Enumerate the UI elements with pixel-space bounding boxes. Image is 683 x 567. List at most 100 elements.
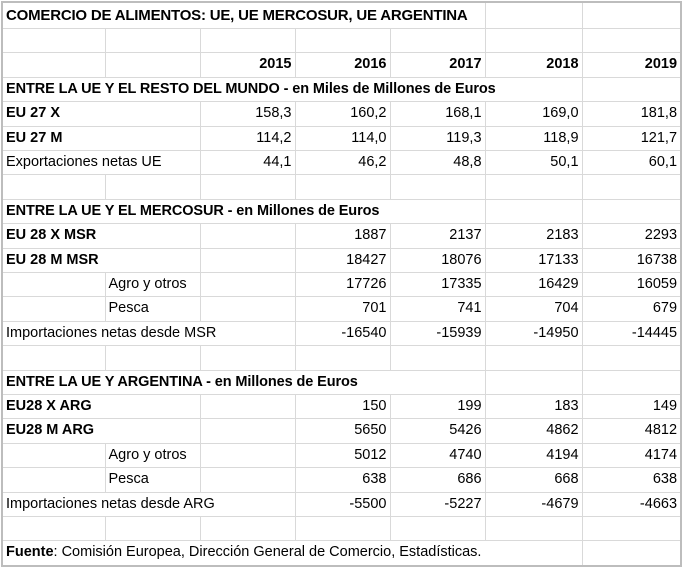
blank-cell <box>1 467 106 493</box>
table-row: EU 27 M 114,2 114,0 119,3 118,9 121,7 <box>1 125 682 152</box>
table-row: Importaciones netas desde ARG -5500 -5227-… <box>1 491 682 518</box>
value-cell: -16540 <box>294 320 391 347</box>
value-cell: 5012 <box>294 442 391 469</box>
blank-cell <box>199 174 296 200</box>
value-cell: 638 <box>294 467 391 493</box>
value-cell: 4194 <box>484 442 583 469</box>
source-text: : Comisión Europea, Dirección General de… <box>53 544 482 561</box>
year-header: 2018 <box>484 52 583 78</box>
blank-cell <box>294 174 391 200</box>
section-header: ENTRE LA UE Y ARGENTINA - en Millones de… <box>1 369 486 396</box>
blank-cell <box>104 52 201 78</box>
table-row: ENTRE LA UE Y ARGENTINA - en Millones de… <box>1 369 682 396</box>
blank-cell <box>104 516 201 542</box>
value-cell: 169,0 <box>484 101 583 127</box>
table-row: Pesca 638 686 668 638 <box>1 467 682 493</box>
value-cell: 741 <box>389 296 486 322</box>
table-row: Exportaciones netas UE 44,1 46,2 48,8 50,1 60… <box>1 150 682 176</box>
table-row: EU 28 M MSR 18427 18076 17133 16738 <box>1 247 682 274</box>
table-row <box>1 516 682 542</box>
page-title: COMERCIO DE ALIMENTOS: UE, UE MERCOSUR, … <box>1 1 486 29</box>
value-cell: 668 <box>484 467 583 493</box>
value-cell: 183 <box>484 394 583 420</box>
value-cell <box>199 296 296 322</box>
blank-cell <box>389 345 486 371</box>
blank-cell <box>1 272 106 298</box>
value-cell: 150 <box>294 394 391 420</box>
blank-cell <box>1 442 106 469</box>
row-label: Pesca <box>104 296 201 322</box>
blank-cell <box>484 516 583 542</box>
value-cell: 118,9 <box>484 125 583 152</box>
value-cell: 114,0 <box>294 125 391 152</box>
source-label: Fuente <box>6 544 54 561</box>
table-row <box>1 174 682 200</box>
value-cell: 679 <box>581 296 682 322</box>
row-label: EU 27 M <box>1 125 201 152</box>
blank-cell <box>581 76 682 103</box>
value-cell: -14445 <box>581 320 682 347</box>
value-cell <box>199 442 296 469</box>
table-row: EU28 M ARG 5650 5426 4862 4812 <box>1 418 682 444</box>
source-note: Fuente: Comisión Europea, Dirección Gene… <box>1 540 583 567</box>
blank-cell <box>581 198 682 225</box>
value-cell: 1887 <box>294 223 391 249</box>
value-cell: 60,1 <box>581 150 682 176</box>
value-cell: 686 <box>389 467 486 493</box>
blank-cell <box>104 345 201 371</box>
row-label: Importaciones netas desde ARG <box>1 491 296 518</box>
value-cell: 50,1 <box>484 150 583 176</box>
blank-cell <box>104 27 201 54</box>
blank-cell <box>581 540 682 567</box>
value-cell: 4862 <box>484 418 583 444</box>
value-cell: 638 <box>581 467 682 493</box>
value-cell: 701 <box>294 296 391 322</box>
blank-cell <box>484 27 583 54</box>
value-cell <box>199 223 296 249</box>
blank-cell <box>294 27 391 54</box>
blank-cell <box>389 27 486 54</box>
value-cell: 2293 <box>581 223 682 249</box>
table-row: Fuente: Comisión Europea, Dirección Gene… <box>1 540 682 567</box>
value-cell: 48,8 <box>389 150 486 176</box>
blank-cell <box>581 27 682 54</box>
value-cell: 158,3 <box>199 101 296 127</box>
section-header: ENTRE LA UE Y EL MERCOSUR - en Millones … <box>1 198 486 225</box>
table-row: EU 27 X 158,3 160,2 168,1 169,0 181,8 <box>1 101 682 127</box>
value-cell <box>199 418 296 444</box>
value-cell: 16738 <box>581 247 682 274</box>
value-cell: 5426 <box>389 418 486 444</box>
row-label: EU28 X ARG <box>1 394 201 420</box>
value-cell: 119,3 <box>389 125 486 152</box>
table-row: 2015 2016 2017 2018 2019 <box>1 52 682 78</box>
table-row: Pesca 701 741 704 679 <box>1 296 682 322</box>
table-row: EU 28 X MSR 1887 2137 2183 2293 <box>1 223 682 249</box>
value-cell: 18427 <box>294 247 391 274</box>
blank-cell <box>389 174 486 200</box>
blank-cell <box>581 516 682 542</box>
value-cell: 121,7 <box>581 125 682 152</box>
blank-cell <box>199 516 296 542</box>
blank-cell <box>1 296 106 322</box>
value-cell: 149 <box>581 394 682 420</box>
blank-cell <box>581 369 682 396</box>
value-cell: 4812 <box>581 418 682 444</box>
value-cell <box>199 467 296 493</box>
table-row <box>1 345 682 371</box>
blank-cell <box>1 174 106 200</box>
blank-cell <box>1 345 106 371</box>
blank-cell <box>484 198 583 225</box>
blank-cell <box>1 27 106 54</box>
blank-cell <box>484 369 583 396</box>
value-cell: 4740 <box>389 442 486 469</box>
year-header: 2019 <box>581 52 682 78</box>
value-cell: 17726 <box>294 272 391 298</box>
blank-cell <box>581 345 682 371</box>
value-cell: 4174 <box>581 442 682 469</box>
table-row: Agro y otros 17726 17335 16429 16059 <box>1 272 682 298</box>
blank-cell <box>1 52 106 78</box>
blank-cell <box>484 174 583 200</box>
value-cell: -14950 <box>484 320 583 347</box>
